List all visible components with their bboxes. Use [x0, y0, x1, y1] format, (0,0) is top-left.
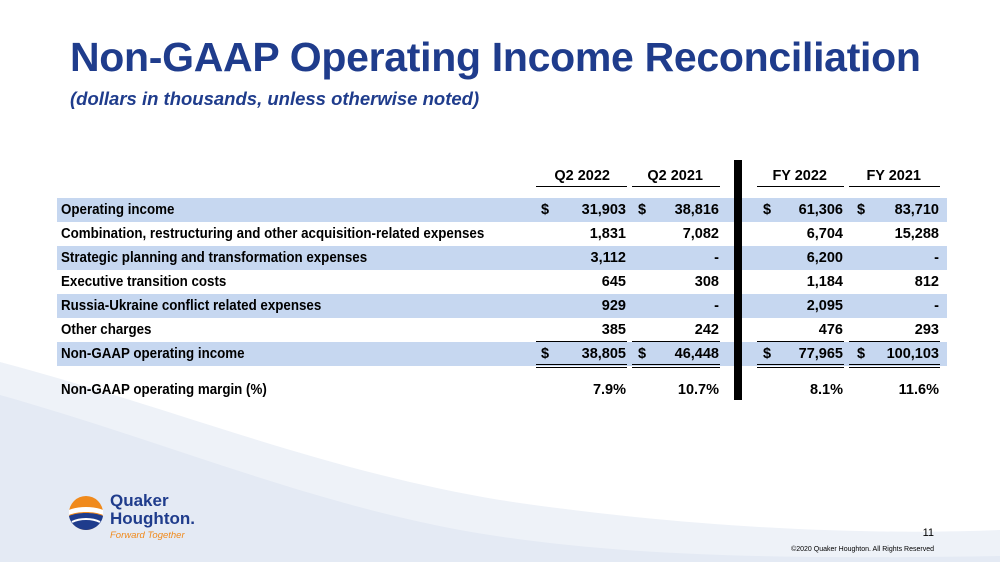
row-label: Non-GAAP operating margin (%) — [61, 382, 267, 398]
currency-sign: $ — [638, 202, 647, 218]
value-cell: 293 — [914, 322, 939, 338]
value-cell: 46,448 — [674, 346, 719, 362]
column-header: FY 2022 — [772, 168, 827, 184]
row-label: Combination, restructuring and other acq… — [61, 226, 485, 242]
value-cell: 6,704 — [806, 226, 843, 242]
row-label: Russia-Ukraine conflict related expenses — [61, 298, 322, 314]
value-cell: 7.9% — [592, 382, 626, 398]
row-label: Strategic planning and transformation ex… — [61, 250, 368, 266]
subtotal-line — [536, 341, 627, 342]
value-cell: 10.7% — [677, 382, 719, 398]
column-header: Q2 2021 — [647, 168, 703, 184]
table-row: Non-GAAP operating income $38,805 $46,448 $… — [57, 342, 947, 366]
value-cell: 77,965 — [798, 346, 843, 362]
column-header: Q2 2022 — [554, 168, 610, 184]
table-row: Other charges 385 242 476 293 — [57, 318, 947, 342]
page-number: 11 — [922, 527, 934, 539]
value-cell: 812 — [914, 274, 939, 290]
table-row: Combination, restructuring and other acq… — [57, 222, 947, 246]
logo-icon — [69, 496, 103, 530]
logo-wordmark: Quaker Houghton. — [110, 492, 195, 528]
logo-line2: Houghton. — [110, 509, 195, 528]
table-row: Non-GAAP operating margin (%) 7.9% 10.7% 8.… — [57, 378, 947, 402]
value-cell: 1,184 — [806, 274, 843, 290]
company-logo: Quaker Houghton. Forward Together — [68, 492, 218, 552]
value-cell: 38,805 — [581, 346, 626, 362]
value-cell: 61,306 — [798, 202, 843, 218]
column-header: FY 2021 — [866, 168, 921, 184]
value-cell: 100,103 — [886, 346, 939, 362]
column-header-underline — [757, 186, 844, 187]
row-label: Operating income — [61, 202, 175, 218]
table-row: Operating income $31,903 $38,816 $61,306 $83… — [57, 198, 947, 222]
table-row: Russia-Ukraine conflict related expenses… — [57, 294, 947, 318]
currency-sign: $ — [857, 202, 866, 218]
total-double-underline — [536, 364, 627, 368]
value-cell: 929 — [601, 298, 626, 314]
value-cell: 476 — [818, 322, 843, 338]
total-double-underline — [632, 364, 720, 368]
value-cell: - — [934, 298, 939, 314]
value-cell: 38,816 — [674, 202, 719, 218]
value-cell: - — [714, 298, 719, 314]
logo-line1: Quaker — [110, 491, 169, 510]
subtotal-line — [849, 341, 940, 342]
logo-tagline: Forward Together — [110, 530, 185, 541]
currency-sign: $ — [541, 346, 550, 362]
value-cell: 11.6% — [898, 382, 939, 398]
value-cell: 2,095 — [806, 298, 843, 314]
currency-sign: $ — [638, 346, 647, 362]
value-cell: 31,903 — [581, 202, 626, 218]
value-cell: 15,288 — [894, 226, 939, 242]
value-cell: - — [934, 250, 939, 266]
column-header-underline — [849, 186, 940, 187]
value-cell: 645 — [601, 274, 626, 290]
subtotal-line — [757, 341, 844, 342]
row-label: Non-GAAP operating income — [61, 346, 245, 362]
table-row: Executive transition costs 645 308 1,184 812 — [57, 270, 947, 294]
value-cell: 3,112 — [590, 250, 627, 266]
currency-sign: $ — [763, 346, 772, 362]
currency-sign: $ — [857, 346, 866, 362]
value-cell: - — [714, 250, 719, 266]
total-double-underline — [849, 364, 940, 368]
value-cell: 7,082 — [682, 226, 719, 242]
table-row: Strategic planning and transformation ex… — [57, 246, 947, 270]
column-header-underline — [632, 186, 720, 187]
value-cell: 242 — [694, 322, 719, 338]
value-cell: 385 — [601, 322, 626, 338]
value-cell: 1,831 — [589, 226, 626, 242]
currency-sign: $ — [541, 202, 550, 218]
value-cell: 8.1% — [809, 382, 843, 398]
row-label: Other charges — [61, 322, 152, 338]
value-cell: 308 — [694, 274, 719, 290]
currency-sign: $ — [763, 202, 772, 218]
row-label: Executive transition costs — [61, 274, 227, 290]
copyright-notice: ©2020 Quaker Houghton. All Rights Reserv… — [791, 546, 934, 553]
page-title: Non-GAAP Operating Income Reconciliation — [70, 34, 921, 80]
value-cell: 83,710 — [894, 202, 939, 218]
subtotal-line — [632, 341, 720, 342]
page-subtitle: (dollars in thousands, unless otherwise … — [70, 88, 480, 109]
column-divider — [734, 160, 742, 400]
total-double-underline — [757, 364, 844, 368]
value-cell: 6,200 — [806, 250, 843, 266]
column-header-underline — [536, 186, 627, 187]
